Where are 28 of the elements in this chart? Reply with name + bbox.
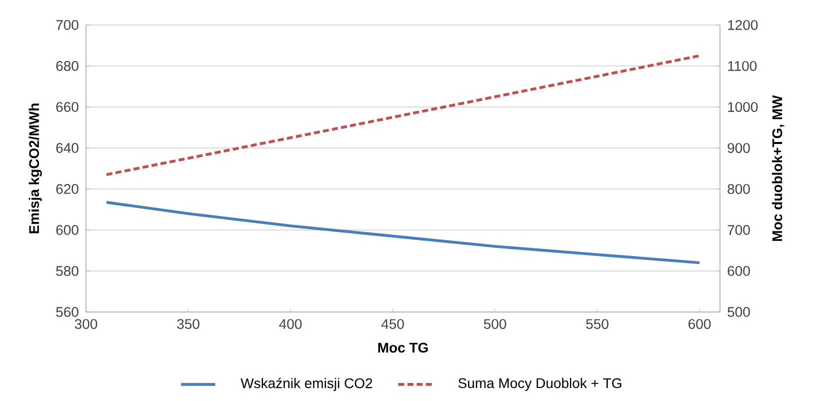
- legend-label: Suma Mocy Duoblok + TG: [458, 378, 622, 391]
- y2-tick-label: 700: [728, 225, 750, 235]
- y-tick-label: 580: [56, 266, 78, 276]
- y-tick-label: 700: [56, 20, 78, 30]
- y2-tick-label: 1200: [728, 20, 758, 30]
- y2-tick-label: 600: [728, 266, 750, 276]
- y-tick-label: 660: [56, 102, 78, 112]
- x-tick-label: 350: [177, 319, 200, 329]
- y-tick-label: 620: [56, 184, 78, 194]
- legend-label: Wskaźnik emisji CO2: [240, 378, 372, 392]
- y2-axis-title: Moc duoblok+TG, MW: [772, 95, 784, 241]
- y2-tick-label: 1100: [728, 61, 757, 71]
- y-tick-label: 560: [56, 307, 78, 317]
- y-axis-title: Emisja kgCO2/MWh: [28, 104, 42, 234]
- x-tick-label: 550: [586, 319, 608, 329]
- x-tick-label: 400: [279, 319, 302, 329]
- x-tick-label: 300: [74, 319, 98, 329]
- y2-tick-label: 500: [728, 307, 750, 317]
- y-tick-label: 640: [56, 143, 78, 153]
- x-tick-label: 450: [381, 319, 404, 329]
- x-tick-label: 600: [688, 319, 711, 329]
- y2-tick-label: 1000: [728, 102, 758, 112]
- y2-tick-label: 900: [728, 143, 750, 153]
- y-tick-label: 680: [56, 61, 78, 71]
- x-axis-title: Moc TG: [378, 342, 428, 353]
- y-tick-label: 600: [56, 225, 78, 235]
- y2-tick-label: 800: [728, 184, 750, 194]
- x-tick-label: 500: [484, 319, 506, 329]
